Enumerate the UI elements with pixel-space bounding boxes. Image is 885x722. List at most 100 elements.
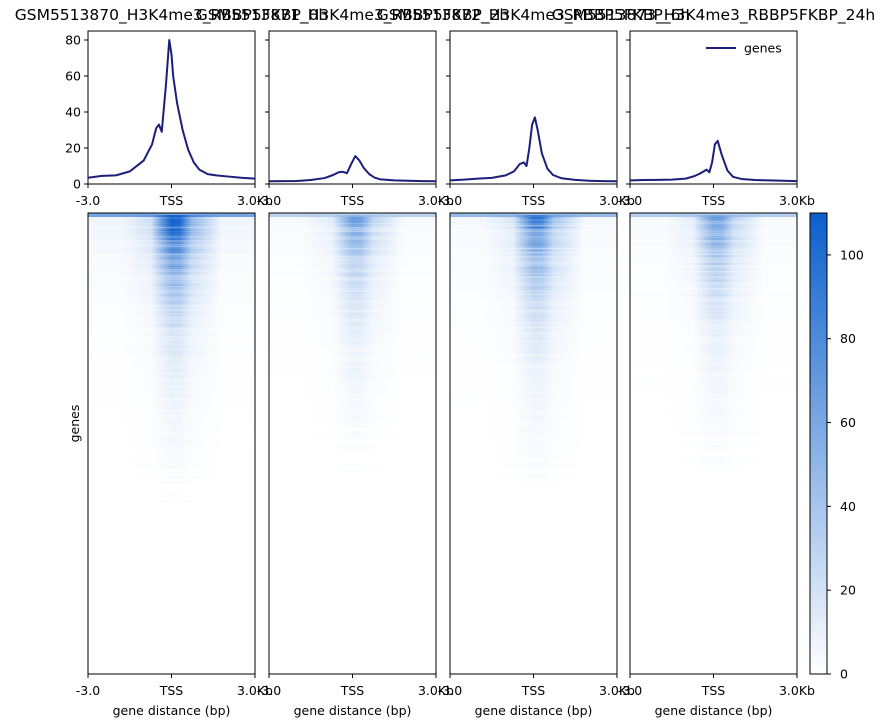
heatmap-row — [269, 247, 436, 250]
heatmap-row — [450, 456, 617, 458]
profile-xtick-label: -3.0 — [257, 193, 281, 208]
heatmap-xtick-label: 3.0Kb — [779, 683, 815, 698]
heatmap-row — [630, 222, 797, 225]
heatmap-row — [630, 343, 797, 346]
heatmap-row — [450, 348, 617, 352]
heatmap-row — [450, 272, 617, 275]
heatmap-row — [88, 346, 255, 350]
heatmap-row — [88, 222, 255, 225]
heatmap-row — [88, 400, 255, 403]
heatmap-row — [269, 291, 436, 294]
heatmap-row — [88, 237, 255, 241]
heatmap-row — [450, 404, 617, 407]
sample-panel-2: GSM5513872_H3K4me3_RBBP5FKBP_6h -3.0 TSS 3.… — [377, 6, 691, 718]
heatmap-row — [88, 369, 255, 373]
heatmap-row — [450, 339, 617, 342]
heatmap-row — [88, 445, 255, 447]
heatmap-row — [450, 324, 617, 327]
heatmap-row — [88, 255, 255, 258]
heatmap-row — [450, 445, 617, 447]
heatmap-row — [630, 280, 797, 283]
heatmap-row — [630, 333, 797, 336]
heatmap-row — [88, 293, 255, 296]
heatmap-row — [269, 224, 436, 227]
heatmap-row — [630, 302, 797, 306]
heatmap-row — [630, 324, 797, 327]
colorbar-tick-label: 60 — [840, 415, 856, 430]
heatmap-row — [269, 228, 436, 231]
sample-title-0: GSM5513870_H3K4me3_RBBP5FKBP_0h — [15, 6, 329, 25]
heatmap-row — [450, 415, 617, 419]
heatmap-row — [88, 327, 255, 331]
heatmap-row — [450, 408, 617, 411]
heatmap-row — [630, 293, 797, 296]
heatmap-row — [630, 387, 797, 390]
heatmap-row — [450, 381, 617, 384]
heatmap-row — [450, 464, 617, 466]
heatmap-row — [269, 464, 436, 466]
heatmap-xtick-label: 3.0Kb — [418, 683, 454, 698]
heatmap-row — [630, 401, 797, 403]
heatmap-row — [88, 460, 255, 462]
heatmap-1: -3.0 TSS 3.0Kb gene distance (bp) — [257, 212, 454, 718]
heatmap-row — [269, 390, 436, 394]
heatmap-row — [269, 348, 436, 352]
heatmap-row — [269, 245, 436, 248]
heatmap-row — [269, 293, 436, 296]
heatmap-row — [269, 260, 436, 264]
heatmap-row — [450, 377, 617, 380]
heatmap-row — [630, 374, 797, 376]
heatmap-row — [630, 226, 797, 229]
heatmap-row — [450, 245, 617, 248]
heatmap-row — [450, 237, 617, 241]
heatmap-row — [630, 264, 797, 267]
heatmap-row — [630, 257, 797, 260]
heatmap-row — [88, 425, 255, 427]
profile-ytick-label: 0 — [73, 177, 81, 192]
heatmap-row — [630, 322, 797, 325]
heatmap-row — [450, 362, 617, 365]
heatmap-row — [88, 350, 255, 353]
profile-plot-0: 0 20 40 60 80 -3.0 TSS 3.0Kb — [65, 30, 273, 208]
heatmap-row — [630, 291, 797, 294]
heatmap-row — [269, 433, 436, 435]
heatmap-row — [630, 458, 797, 460]
heatmap-row — [269, 350, 436, 353]
heatmap-xlabel: gene distance (bp) — [294, 703, 412, 718]
heatmap-row — [269, 341, 436, 344]
heatmap-row — [630, 406, 797, 408]
heatmap-row — [450, 341, 617, 344]
heatmap-2: -3.0 TSS 3.0Kb gene distance (bp) — [438, 212, 635, 718]
heatmap-row — [630, 335, 797, 338]
heatmap-row — [269, 218, 436, 222]
heatmap-0: -3.0 TSS 3.0Kb gene distance (bp) — [76, 212, 273, 718]
heatmap-row — [630, 423, 797, 425]
heatmap-row — [630, 416, 797, 418]
heatmap-row — [450, 406, 617, 409]
heatmap-row — [88, 364, 255, 367]
heatmap-row — [630, 270, 797, 273]
heatmap-row — [88, 360, 255, 363]
heatmap-row — [450, 385, 617, 388]
heatmap-row — [630, 274, 797, 277]
heatmap-row — [630, 413, 797, 417]
heatmap-row — [450, 293, 617, 296]
heatmap-row — [269, 220, 436, 223]
heatmap-row — [269, 360, 436, 363]
heatmap-row — [88, 272, 255, 275]
heatmap-row — [450, 358, 617, 361]
heatmap-row — [269, 346, 436, 350]
heatmap-row — [269, 310, 436, 313]
heatmap-row — [269, 373, 436, 376]
heatmap-row — [630, 329, 797, 332]
profile-xtick-label: TSS — [159, 193, 184, 208]
heatmap-row — [450, 260, 617, 264]
heatmap-row — [269, 381, 436, 383]
sample-panel-1: GSM5513871_H3K4me3_RBBP5FKBP_2h -3.0 TSS 3.… — [196, 6, 510, 718]
heatmap-row — [630, 446, 797, 448]
heatmap-row — [88, 481, 255, 483]
heatmap-row — [88, 228, 255, 231]
heatmap-row — [88, 362, 255, 365]
heatmap-row — [630, 354, 797, 357]
heatmap-row — [450, 441, 617, 443]
